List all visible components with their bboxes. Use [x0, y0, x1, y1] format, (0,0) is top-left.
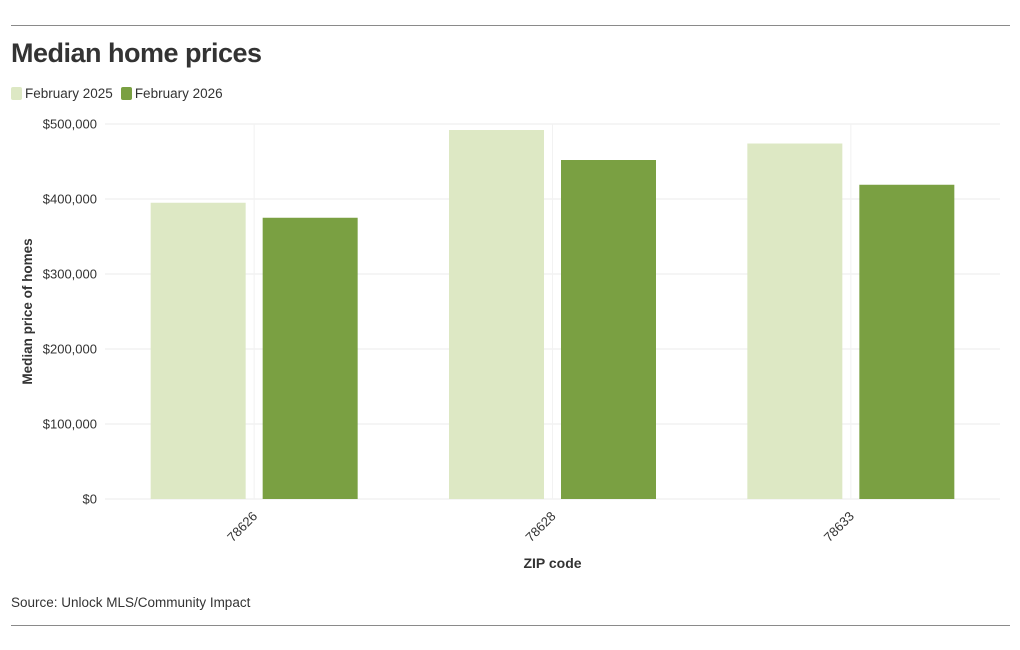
x-tick-label: 78633 [821, 509, 857, 545]
bar-february-2025-78633 [747, 143, 843, 499]
x-axis-title: ZIP code [523, 555, 581, 571]
bar-february-2026-78626 [262, 217, 358, 499]
legend: February 2025 February 2026 [11, 86, 231, 101]
legend-item-february-2025: February 2025 [11, 86, 113, 101]
bar-february-2025-78626 [150, 202, 246, 499]
legend-label-february-2025: February 2025 [25, 86, 113, 101]
y-tick-label: $500,000 [43, 117, 97, 132]
x-tick-label: 78626 [224, 509, 260, 545]
y-axis-title: Median price of homes [20, 238, 35, 384]
y-tick-label: $400,000 [43, 192, 97, 207]
legend-swatch-february-2026 [120, 87, 132, 100]
x-tick-label: 78628 [522, 509, 558, 545]
y-tick-label: $200,000 [43, 342, 97, 357]
legend-item-february-2026: February 2026 [120, 86, 223, 101]
bottom-rule [11, 625, 1010, 626]
y-tick-label: $100,000 [43, 417, 97, 432]
chart-title: Median home prices [11, 38, 262, 68]
bar-february-2026-78628 [561, 160, 656, 499]
y-tick-label: $0 [83, 492, 97, 507]
legend-label-february-2026: February 2026 [134, 86, 223, 101]
bar-february-2025-78628 [449, 130, 544, 499]
legend-swatch-february-2025 [11, 87, 22, 100]
top-rule [11, 25, 1010, 26]
source-note: Source: Unlock MLS/Community Impact [11, 595, 251, 610]
y-tick-label: $300,000 [43, 267, 97, 282]
bar-february-2026-78633 [859, 184, 955, 499]
bar-chart: $0 $100,000 $200,000 $300,000 $400,000 $500,0… [20, 117, 1000, 571]
